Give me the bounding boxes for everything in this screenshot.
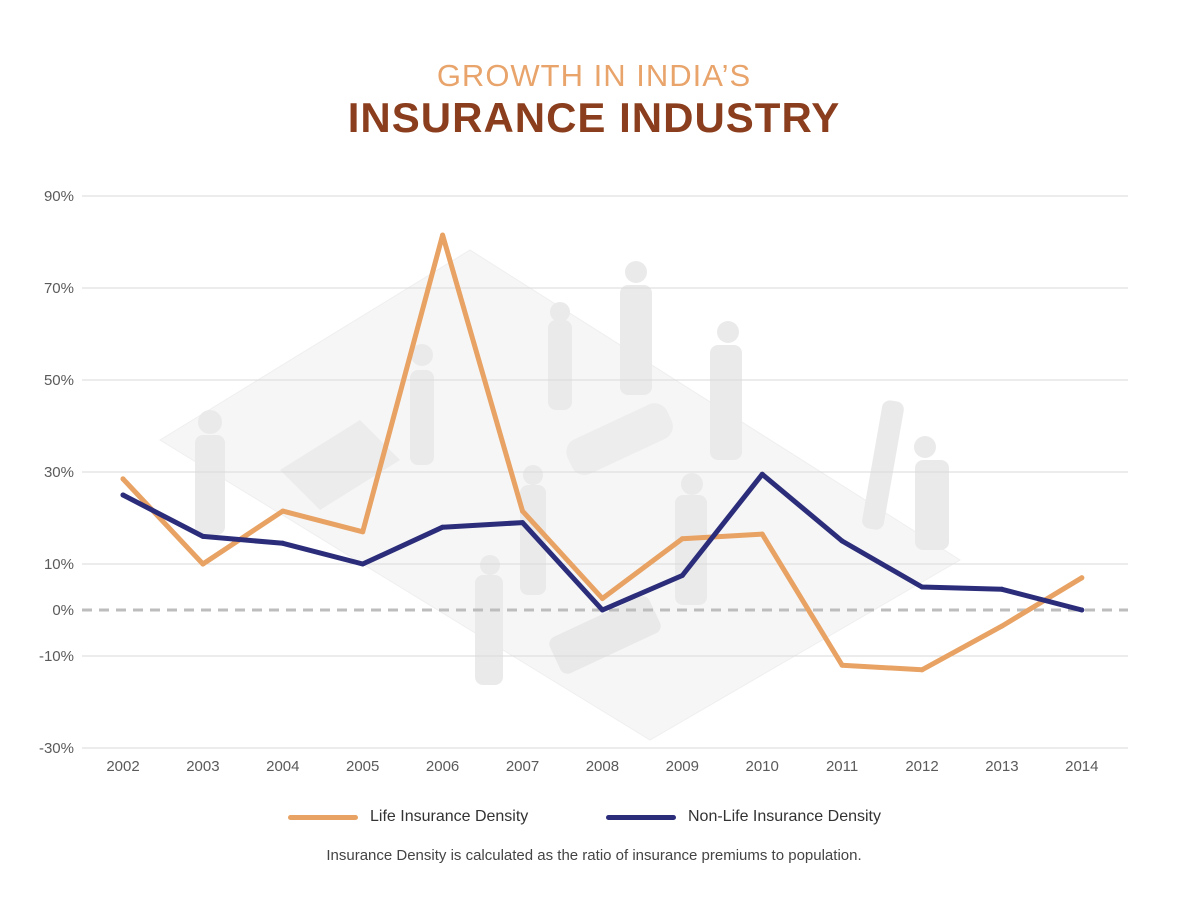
x-tick-label: 2005: [346, 758, 379, 775]
legend-label-life: Life Insurance Density: [370, 808, 529, 825]
data-point-life: [679, 536, 685, 542]
data-point-life: [360, 529, 366, 535]
legend-swatch-life: [288, 814, 358, 820]
data-point-life: [200, 561, 206, 567]
data-point-life: [1079, 575, 1085, 581]
grid-lines: [82, 195, 1128, 749]
legend: Life Insurance Density Non-Life Insuranc…: [0, 808, 1188, 832]
y-tick-label: 50%: [44, 372, 74, 389]
y-tick-label: -10%: [39, 648, 74, 665]
y-tick-label: 10%: [44, 556, 74, 573]
data-point-non-life: [599, 607, 605, 613]
x-tick-label: 2014: [1065, 758, 1098, 775]
data-point-non-life: [679, 573, 685, 578]
data-point-non-life: [200, 533, 206, 539]
data-point-life: [599, 596, 605, 601]
series-lines: [120, 232, 1085, 673]
data-point-life: [440, 232, 446, 238]
data-point-non-life: [280, 540, 286, 546]
legend-swatch-non-life: [606, 814, 676, 820]
x-tick-label: 2002: [106, 758, 139, 775]
x-tick-label: 2013: [985, 758, 1018, 775]
legend-label-non-life: Non-Life Insurance Density: [688, 808, 881, 825]
chart-subtitle: GROWTH IN INDIA’S: [436, 58, 752, 93]
data-point-non-life: [360, 561, 366, 567]
y-tick-label: 30%: [44, 464, 74, 481]
y-tick-label: -30%: [39, 740, 74, 757]
data-point-life: [759, 531, 765, 537]
insurance-illustration: [159, 249, 961, 741]
x-tick-label: 2006: [426, 758, 459, 775]
data-point-non-life: [1079, 607, 1085, 613]
y-tick-label: 0%: [52, 602, 74, 619]
legend-item-non-life: Non-Life Insurance Density: [606, 808, 881, 826]
data-point-life: [919, 667, 925, 673]
data-point-non-life: [759, 471, 765, 477]
x-tick-label: 2011: [826, 758, 858, 775]
x-tick-label: 2003: [186, 758, 219, 775]
data-point-life: [120, 476, 126, 482]
x-tick-label: 2004: [266, 758, 299, 775]
y-tick-label: 70%: [44, 280, 74, 297]
legend-item-life: Life Insurance Density: [288, 808, 528, 826]
data-point-life: [520, 508, 525, 514]
y-tick-label: 90%: [44, 188, 74, 205]
y-axis: 90% 70% 50% 30% 10% 0% -10% -30%: [39, 188, 74, 757]
data-point-non-life: [839, 538, 845, 544]
footnote: Insurance Density is calculated as the r…: [326, 847, 862, 864]
data-point-non-life: [999, 586, 1005, 592]
data-point-life: [999, 623, 1005, 629]
chart-title: INSURANCE INDUSTRY: [347, 94, 841, 141]
data-point-non-life: [440, 524, 446, 530]
x-tick-label: 2012: [905, 758, 938, 775]
data-point-non-life: [919, 584, 925, 590]
data-point-life: [280, 508, 286, 514]
data-point-non-life: [520, 520, 525, 526]
x-tick-label: 2010: [746, 758, 779, 775]
x-tick-label: 2007: [506, 758, 539, 775]
data-point-non-life: [120, 492, 126, 498]
x-tick-label: 2009: [666, 758, 699, 775]
data-point-life: [839, 662, 845, 668]
x-tick-label: 2008: [586, 758, 619, 775]
x-axis: 2002 2003 2004 2005 2006 2007 2008 2009 2010 2011…: [106, 758, 1098, 775]
